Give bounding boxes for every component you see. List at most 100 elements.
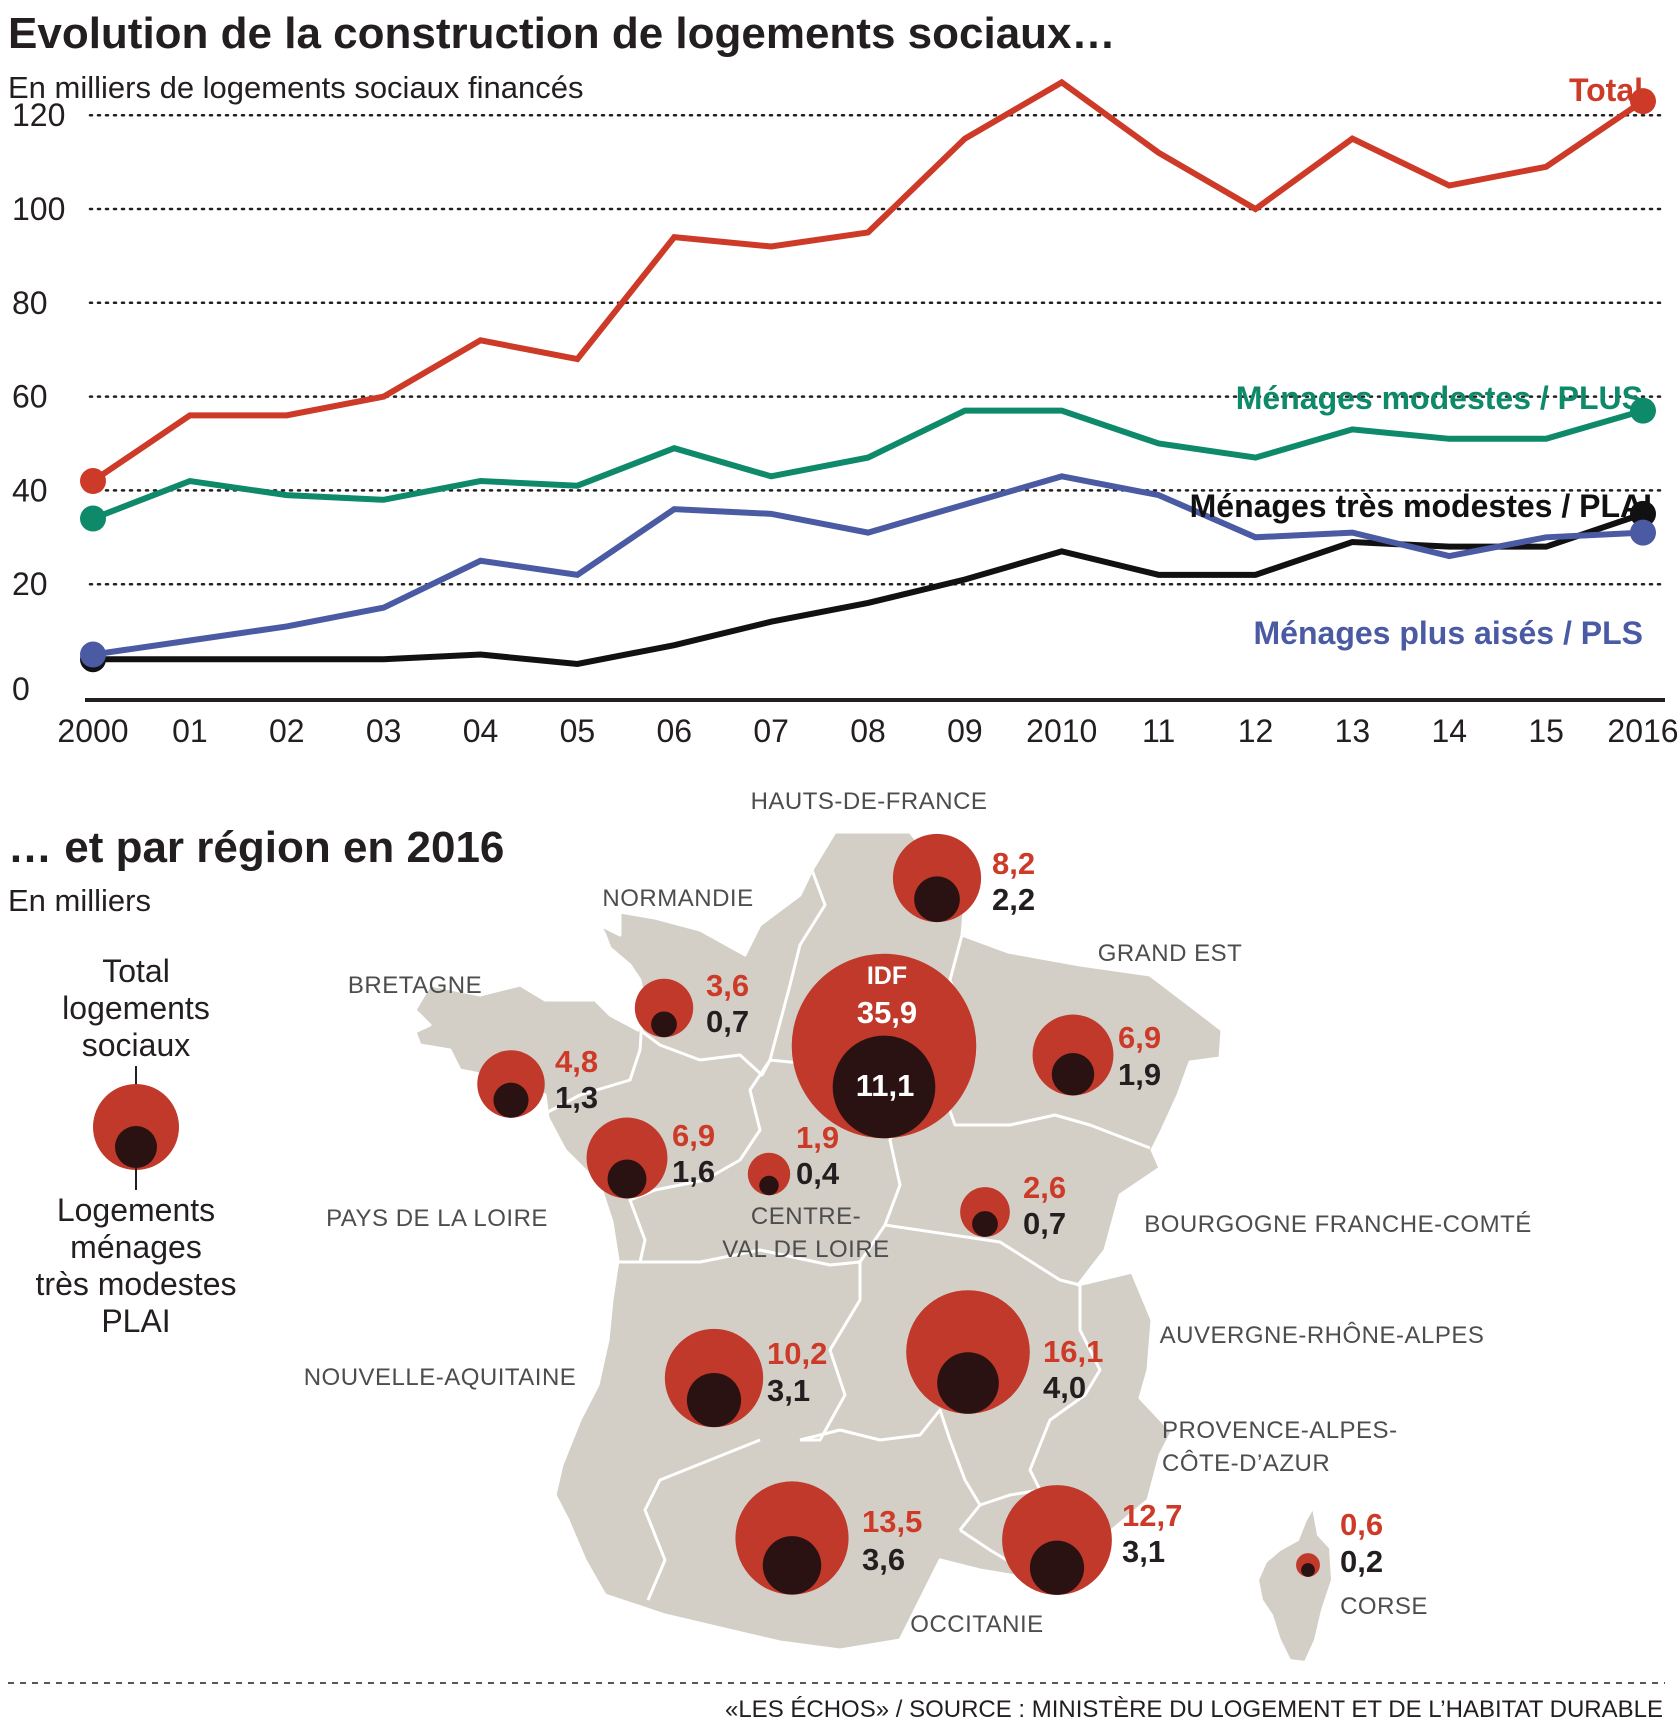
- value-total-pays-de-la-loire: 6,9: [672, 1118, 715, 1153]
- border-na-occ: [643, 1438, 761, 1601]
- series-end-point-1: [1630, 397, 1656, 424]
- x-tick-label: 2016: [1607, 713, 1677, 749]
- series-label-plus: Ménages modestes / PLUS: [1236, 380, 1643, 416]
- region-name-centre-val-de-loire-line-1: CENTRE-: [751, 1203, 861, 1230]
- x-tick-label: 06: [656, 713, 692, 749]
- series-label-pls: Ménages plus aisés / PLS: [1254, 615, 1643, 651]
- x-tick-label: 11: [1142, 713, 1175, 749]
- series-label-plai: Ménages très modestes / PLAI: [1190, 488, 1652, 524]
- region-labels: HAUTS-DE-FRANCE8,22,2NORMANDIE3,60,7IDF3…: [304, 788, 1532, 1638]
- x-tick-label: 15: [1528, 713, 1564, 749]
- chart-subtitle: En milliers de logements sociaux financé…: [8, 70, 584, 105]
- series-label-total: Total: [1569, 72, 1643, 108]
- region-name-auvergne-rh-ne-alpes: AUVERGNE-RHÔNE-ALPES: [1160, 1321, 1485, 1349]
- bubble-plai-grand-est: [1051, 1052, 1095, 1096]
- x-tick-label: 12: [1238, 713, 1274, 749]
- corse-shape: [1256, 1505, 1334, 1664]
- bubble-total-pays-de-la-loire: [586, 1117, 668, 1199]
- x-tick-label: 04: [463, 713, 499, 749]
- y-tick-label: 20: [12, 566, 48, 602]
- value-total-normandie: 3,6: [706, 968, 749, 1003]
- bubble-plai-centre-val-de-loire: [759, 1175, 779, 1196]
- value-total-bretagne: 4,8: [555, 1044, 598, 1079]
- legend-plai-line-2: ménages: [70, 1229, 202, 1265]
- france-mainland-shape: [413, 830, 1224, 1652]
- value-plai-hauts-de-france: 2,2: [992, 882, 1035, 917]
- x-tick-label: 13: [1335, 713, 1371, 749]
- legend-plai-line-3: très modestes: [36, 1266, 237, 1302]
- gridlines: [88, 113, 1667, 586]
- border-normandie-idf: [768, 869, 827, 1061]
- y-tick-label: 0: [12, 671, 30, 707]
- bubble-plai-idf: [832, 1035, 936, 1139]
- region-name-corse: CORSE: [1340, 1593, 1428, 1620]
- x-tick-label: 2010: [1026, 713, 1097, 749]
- region-name-hauts-de-france: HAUTS-DE-FRANCE: [751, 788, 988, 815]
- value-plai-idf: 11,1: [856, 1068, 915, 1103]
- legend-plai-line-1: Logements: [57, 1192, 215, 1228]
- bubble-plai-corse: [1301, 1563, 1315, 1577]
- y-axis-ticks: 0 20 40 60 80 100 120: [12, 97, 65, 707]
- chart-title: Evolution de la construction de logement…: [8, 9, 1116, 58]
- map-subtitle: En milliers: [8, 883, 151, 918]
- border-hdf-ge: [961, 933, 1006, 952]
- value-plai-normandie: 0,7: [706, 1004, 749, 1039]
- region-name-provence-alpes-c-te-d-azur-line-2: CÔTE-D’AZUR: [1162, 1449, 1330, 1477]
- bubble-total-auvergne-rh-ne-alpes: [906, 1290, 1030, 1414]
- value-plai-nouvelle-aquitaine: 3,1: [767, 1373, 810, 1408]
- series-start-point-0: [80, 468, 106, 495]
- value-plai-auvergne-rh-ne-alpes: 4,0: [1043, 1370, 1086, 1405]
- legend-plai-bubble: [115, 1126, 157, 1168]
- series-lines: [80, 78, 1656, 673]
- value-total-provence-alpes-c-te-d-azur: 12,7: [1122, 1498, 1182, 1533]
- bubble-total-provence-alpes-c-te-d-azur: [1002, 1485, 1112, 1595]
- x-tick-label: 02: [269, 713, 305, 749]
- value-total-corse: 0,6: [1340, 1507, 1383, 1542]
- y-tick-label: 100: [12, 191, 65, 227]
- y-tick-label: 40: [12, 472, 48, 508]
- legend-plai-line-4: PLAI: [101, 1303, 170, 1339]
- region-name-centre-val-de-loire-line-2: VAL DE LOIRE: [722, 1236, 889, 1263]
- y-tick-label: 60: [12, 379, 48, 415]
- region-name-normandie: NORMANDIE: [602, 885, 753, 912]
- bubble-plai-bourgogne-franche-comt-: [972, 1211, 998, 1237]
- border-pdl-cvl: [628, 1059, 772, 1263]
- value-total-occitanie: 13,5: [862, 1504, 922, 1539]
- x-tick-label: 05: [560, 713, 596, 749]
- series-line-2: [93, 511, 1644, 667]
- series-start-point-3: [80, 641, 106, 668]
- x-tick-label: 2000: [57, 713, 128, 749]
- border-na-ara: [800, 1262, 862, 1442]
- region-name-provence-alpes-c-te-d-azur-line-1: PROVENCE-ALPES-: [1162, 1417, 1398, 1444]
- region-bubbles: [477, 833, 1320, 1595]
- x-tick-label: 07: [753, 713, 789, 749]
- legend-total-line-1: Total: [102, 953, 170, 989]
- value-plai-grand-est: 1,9: [1118, 1057, 1161, 1092]
- bubble-plai-bretagne: [493, 1082, 529, 1118]
- value-plai-centre-val-de-loire: 0,4: [796, 1156, 840, 1191]
- france-map: [413, 830, 1334, 1664]
- value-total-idf: 35,9: [857, 995, 917, 1030]
- map-title: … et par région en 2016: [8, 823, 504, 872]
- series-line-1: [91, 407, 1644, 522]
- x-tick-label: 01: [172, 713, 208, 749]
- series-end-point-3: [1630, 519, 1656, 546]
- series-end-point-2: [1630, 500, 1656, 527]
- value-plai-occitanie: 3,6: [862, 1542, 905, 1577]
- value-total-nouvelle-aquitaine: 10,2: [767, 1336, 827, 1371]
- x-tick-label: 09: [947, 713, 983, 749]
- bubble-plai-occitanie: [762, 1536, 822, 1595]
- bubble-total-centre-val-de-loire: [747, 1152, 791, 1196]
- y-tick-label: 80: [12, 285, 48, 321]
- value-plai-provence-alpes-c-te-d-azur: 3,1: [1122, 1534, 1165, 1569]
- region-name-pays-de-la-loire: PAYS DE LA LOIRE: [326, 1205, 548, 1232]
- bubble-plai-hauts-de-france: [914, 876, 960, 923]
- region-name-grand-est: GRAND EST: [1098, 940, 1243, 967]
- region-name-occitanie: OCCITANIE: [910, 1611, 1043, 1638]
- legend-total-line-2: logements: [62, 990, 210, 1026]
- value-total-auvergne-rh-ne-alpes: 16,1: [1043, 1334, 1103, 1369]
- value-total-bourgogne-franche-comt-: 2,6: [1023, 1170, 1066, 1205]
